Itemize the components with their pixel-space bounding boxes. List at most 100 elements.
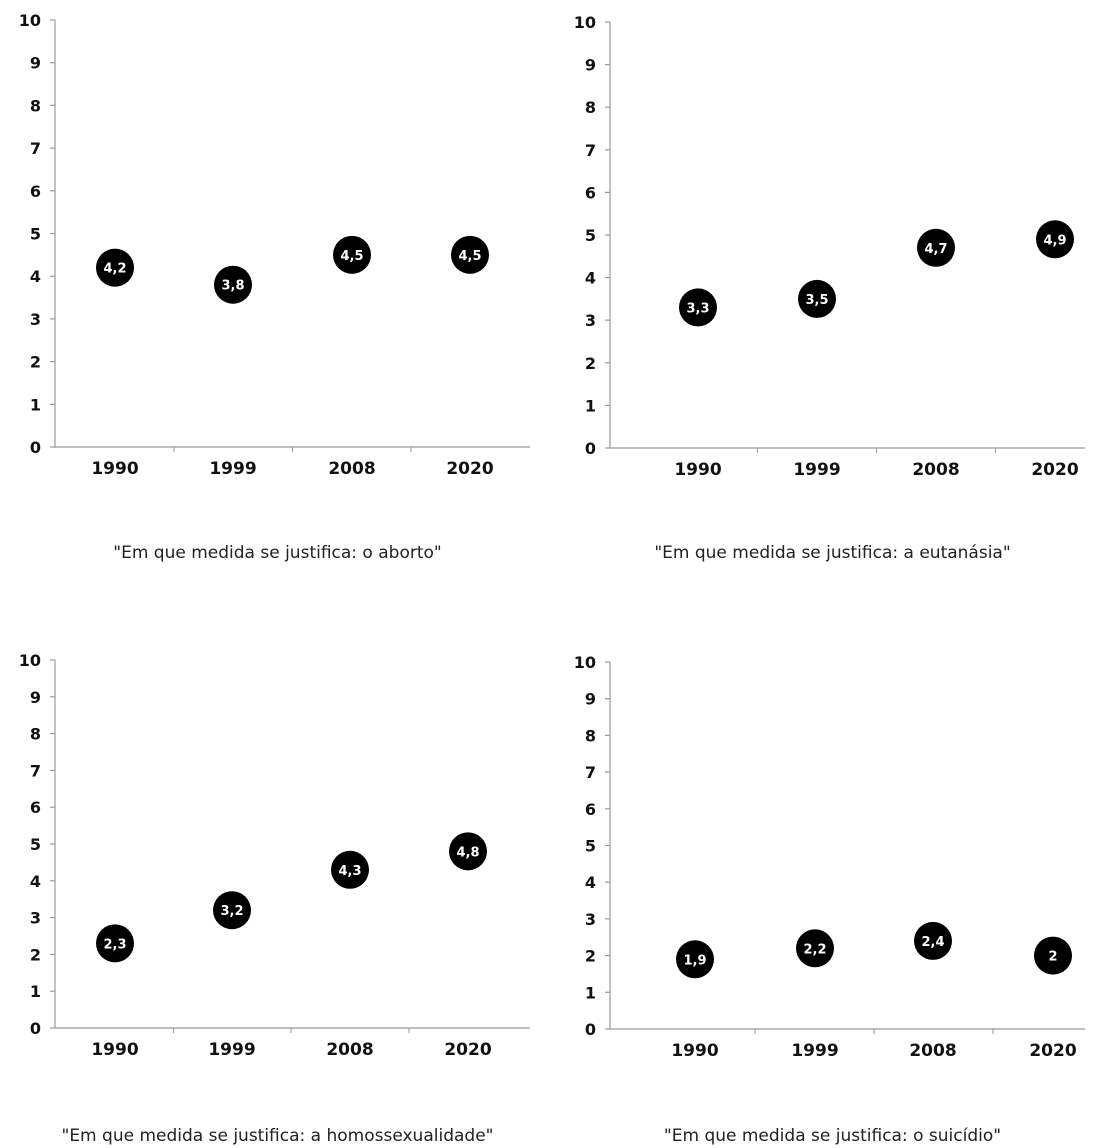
chart-caption: "Em que medida se justifica: a homossexu… [61,1126,494,1146]
data-label: 3,3 [686,301,709,316]
x-tick-label: 1990 [91,1040,138,1060]
chart-panel-homossexualidade: 0 1 2 3 4 5 6 7 8 9 10 1990 1999 2008 2020 2,3 3,2 4,3 4,8… [0,574,555,1148]
data-label: 4,5 [458,249,481,264]
x-tick-label: 2008 [328,459,375,479]
y-tick-label: 7 [30,139,41,158]
y-tick-label: 3 [585,910,596,929]
y-tick-label: 4 [30,267,41,286]
y-tick-label: 1 [585,983,596,1002]
data-label: 4,8 [456,845,479,860]
data-label: 4,2 [103,262,126,277]
y-tick-label: 2 [585,354,596,373]
y-tick-label: 6 [30,182,41,201]
data-label: 1,9 [683,953,706,968]
data-label: 4,9 [1043,233,1066,248]
y-tick-label: 6 [585,800,596,819]
data-label: 4,3 [338,864,361,879]
x-tick-label: 2020 [1029,1041,1076,1061]
y-tick-label: 9 [585,690,596,709]
data-point [451,235,489,274]
y-tick-label: 2 [30,945,41,964]
y-tick-label: 3 [585,311,596,330]
x-tick-label: 2008 [909,1041,956,1061]
x-tick-label: 1990 [674,460,721,480]
data-point [676,940,714,979]
data-point [214,265,252,304]
y-tick-label: 8 [30,96,41,115]
y-tick-label: 8 [30,725,41,744]
data-point [798,279,836,318]
y-tick-label: 7 [30,761,41,780]
y-tick-label: 8 [585,726,596,745]
y-tick-label: 5 [30,835,41,854]
data-label: 2 [1048,950,1057,965]
y-tick-label: 0 [30,438,41,457]
data-label: 2,4 [921,935,944,950]
y-tick-label: 10 [574,653,596,672]
y-tick-label: 5 [30,225,41,244]
y-tick-label: 4 [585,269,596,288]
chart-homossexualidade: 0 1 2 3 4 5 6 7 8 9 10 1990 1999 2008 2020 2,3 3,2 4,3 4,8 [19,651,530,1060]
data-point [1036,220,1074,259]
y-tick-label: 10 [574,13,596,32]
y-tick-label: 0 [585,1020,596,1039]
data-label: 3,5 [805,293,828,308]
chart-caption: "Em que medida se justifica: o aborto" [113,543,442,563]
x-tick-label: 2020 [1031,460,1078,480]
y-tick-label: 1 [585,396,596,415]
y-tick-label: 10 [19,11,41,30]
chart-caption: "Em que medida se justifica: o suicídio" [663,1126,1002,1146]
data-point [679,288,717,327]
data-label: 4,5 [340,249,363,264]
chart-panel-aborto: 0 1 2 3 4 5 6 7 8 9 10 1990 1999 2008 2020 4,2 3,8 4,5 4,5… [0,0,555,574]
y-tick-label: 4 [585,873,596,892]
x-tick-label: 1999 [793,460,840,480]
x-tick-label: 1999 [791,1041,838,1061]
x-tick-label: 2020 [444,1040,491,1060]
y-tick-label: 5 [585,837,596,856]
x-tick-label: 2008 [326,1040,373,1060]
y-tick-label: 3 [30,909,41,928]
y-tick-label: 5 [585,226,596,245]
data-label: 3,2 [220,904,243,919]
data-point [96,248,134,287]
data-point [449,832,487,871]
y-tick-label: 1 [30,982,41,1001]
y-tick-label: 3 [30,310,41,329]
x-tick-label: 1999 [208,1040,255,1060]
chart-caption: "Em que medida se justifica: a eutanásia… [654,543,1011,563]
x-tick-label: 2008 [912,460,959,480]
chart-suicidio: 0 1 2 3 4 5 6 7 8 9 10 1990 1999 2008 2020 1,9 2,2 2,4 2 [574,653,1085,1061]
data-label: 3,8 [221,279,244,294]
y-tick-label: 2 [585,947,596,966]
y-tick-label: 6 [30,798,41,817]
data-point [1034,936,1072,975]
data-label: 2,3 [103,937,126,952]
y-tick-label: 0 [30,1019,41,1038]
y-tick-label: 7 [585,763,596,782]
y-tick-label: 4 [30,872,41,891]
data-point [96,924,134,963]
y-tick-label: 7 [585,141,596,160]
chart-panel-suicidio: 0 1 2 3 4 5 6 7 8 9 10 1990 1999 2008 2020 1,9 2,2 2,4 2 "… [555,574,1110,1148]
y-tick-label: 9 [585,56,596,75]
x-tick-label: 1999 [209,459,256,479]
y-tick-label: 0 [585,439,596,458]
data-point [917,228,955,267]
data-label: 4,7 [924,242,947,257]
chart-panel-eutanasia: 0 1 2 3 4 5 6 7 8 9 10 1990 1999 2008 2020 3,3 3,5 4,7 4,9… [555,0,1110,574]
y-tick-label: 1 [30,395,41,414]
y-tick-label: 9 [30,54,41,73]
y-tick-label: 6 [585,183,596,202]
data-point [796,929,834,968]
x-tick-label: 2020 [446,459,493,479]
y-tick-label: 8 [585,98,596,117]
y-tick-label: 10 [19,651,41,670]
x-tick-label: 1990 [671,1041,718,1061]
y-tick-label: 2 [30,353,41,372]
chart-aborto: 0 1 2 3 4 5 6 7 8 9 10 1990 1999 2008 2020 4,2 3,8 4,5 4,5 [19,11,530,479]
data-point [213,891,251,930]
data-label: 2,2 [803,942,826,957]
x-tick-label: 1990 [91,459,138,479]
data-point [333,235,371,274]
